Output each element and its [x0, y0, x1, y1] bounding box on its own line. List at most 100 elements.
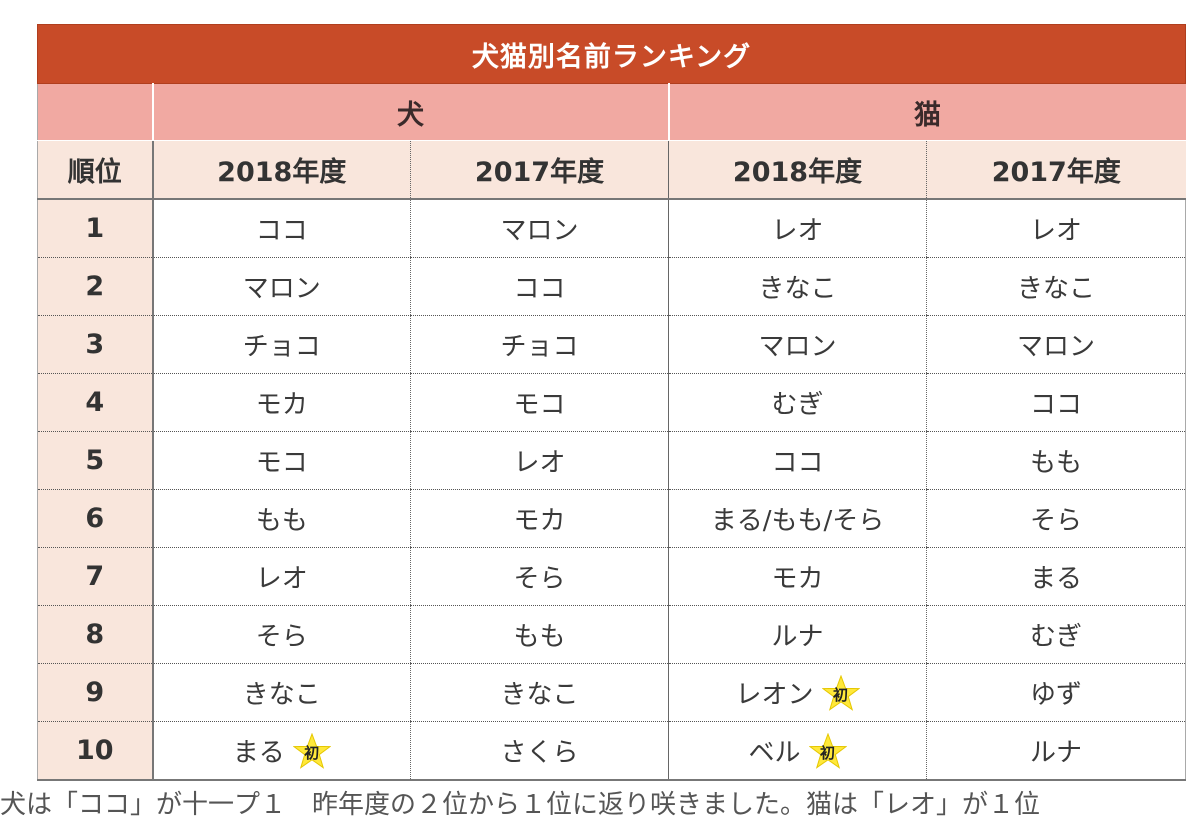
rank-cell: 2: [37, 257, 154, 316]
cat-year-2018-header: 2018年度: [668, 140, 927, 200]
rank-cell: 5: [37, 431, 154, 490]
name-cell-dog-2017: きなこ: [410, 663, 669, 722]
name-cell-cat-2018: マロン: [668, 315, 927, 374]
pet-name: マロン: [242, 274, 321, 304]
name-cell-dog-2018: モコ: [152, 431, 411, 490]
pet-name: モカ: [255, 390, 308, 420]
pet-name: もも: [1030, 448, 1083, 478]
pet-name: ココ: [1030, 390, 1083, 420]
pet-name: ココ: [513, 274, 566, 304]
pet-name: モカ: [513, 506, 566, 536]
name-cell-dog-2017: マロン: [410, 199, 669, 258]
name-cell-dog-2017: ココ: [410, 257, 669, 316]
rank-cell: 10: [37, 721, 154, 781]
pet-name: もも: [513, 622, 566, 652]
rank-cell: 1: [37, 199, 154, 258]
first-time-badge-label: 初: [819, 743, 835, 762]
name-cell-cat-2017: レオ: [925, 199, 1187, 258]
table-row: 10 まる初さくら ベル初ルナ: [37, 721, 1187, 781]
pet-name: ココ: [771, 448, 824, 478]
pet-name: マロン: [1017, 332, 1096, 362]
name-cell-cat-2018: きなこ: [668, 257, 927, 316]
name-cell-dog-2018: きなこ: [152, 663, 411, 722]
pet-name: レオ: [1030, 216, 1083, 246]
name-cell-cat-2018: ルナ: [668, 605, 927, 664]
rank-cell: 7: [37, 547, 154, 606]
name-cell-cat-2017: もも: [925, 431, 1187, 490]
name-cell-cat-2018: ココ: [668, 431, 927, 490]
table-row: 6 もも モカ まる/もも/そら そら: [37, 489, 1187, 548]
pet-name: チョコ: [500, 332, 579, 362]
rank-cell: 9: [37, 663, 154, 722]
pet-name: レオ: [513, 448, 566, 478]
footer-text: 犬は「ココ」が十一プ１ 昨年度の２位から１位に返り咲きました。猫は「レオ」が１位: [0, 790, 1041, 820]
first-time-star-icon: 初: [292, 732, 331, 769]
name-cell-dog-2018: チョコ: [152, 315, 411, 374]
pet-name: モコ: [255, 448, 308, 478]
pet-name: ルナ: [1030, 738, 1083, 768]
name-cell-cat-2017: きなこ: [925, 257, 1187, 316]
pet-name: むぎ: [771, 390, 824, 420]
pet-name: きなこ: [500, 680, 579, 710]
pet-name: そら: [1030, 506, 1083, 536]
name-cell-cat-2017: むぎ: [925, 605, 1187, 664]
pet-name: モカ: [771, 564, 824, 594]
first-time-star-icon: 初: [808, 732, 847, 769]
table-row: 3 チョコ チョコ マロン マロン: [37, 315, 1187, 374]
name-cell-cat-2017: まる: [925, 547, 1187, 606]
pet-name: もも: [255, 506, 308, 536]
dog-year-2017-header: 2017年度: [410, 140, 669, 200]
table-title: 犬猫別名前ランキング: [36, 24, 1187, 84]
pet-name: レオ: [255, 564, 308, 594]
ranking-table: 犬猫別名前ランキング 犬 猫 順位 2018年度 2017年度 2018年度 2…: [36, 24, 1187, 781]
pet-name: レオ: [771, 216, 824, 246]
name-cell-dog-2017: モカ: [410, 489, 669, 548]
name-cell-dog-2018: もも: [152, 489, 411, 548]
pet-name: モコ: [513, 390, 566, 420]
name-cell-dog-2017: もも: [410, 605, 669, 664]
first-time-badge-label: 初: [304, 743, 320, 762]
pet-name: さくら: [500, 738, 579, 768]
rank-cell: 6: [37, 489, 154, 548]
name-cell-dog-2018: ココ: [152, 199, 411, 258]
name-cell-cat-2018: まる/もも/そら: [668, 489, 927, 548]
table-row: 1 ココ マロン レオ レオ: [37, 199, 1187, 258]
name-cell-cat-2018: レオン初: [668, 663, 927, 722]
name-cell-dog-2018: レオ: [152, 547, 411, 606]
pet-name: そら: [255, 622, 308, 652]
name-cell-cat-2018: ベル初: [668, 721, 927, 781]
dog-year-2018-header: 2018年度: [152, 140, 411, 200]
name-cell-cat-2017: ゆず: [925, 663, 1187, 722]
name-cell-dog-2017: さくら: [410, 721, 669, 781]
pet-name: まる/もも/そら: [710, 506, 885, 536]
first-time-badge-label: 初: [832, 685, 848, 704]
pet-name: まる: [1030, 564, 1083, 594]
name-cell-cat-2017: マロン: [925, 315, 1187, 374]
name-cell-dog-2017: レオ: [410, 431, 669, 490]
rank-cell: 3: [37, 315, 154, 374]
table-row: 8 そら もも ルナ むぎ: [37, 605, 1187, 664]
corner-cell: [37, 83, 153, 141]
pet-name: そら: [513, 564, 566, 594]
ranking-body: 1 ココ マロン レオ レオ 2 マロン ココ きなこ きなこ 3 チョコ チョコ マロン マロン 4 モカ モコ…: [37, 199, 1187, 781]
name-cell-dog-2018: そら: [152, 605, 411, 664]
pet-name: ゆず: [1030, 680, 1083, 710]
rank-cell: 8: [37, 605, 154, 664]
name-cell-cat-2017: そら: [925, 489, 1187, 548]
first-time-star-icon: 初: [821, 674, 860, 711]
cat-year-2017-header: 2017年度: [925, 140, 1186, 200]
table-row: 4 モカ モコ むぎ ココ: [37, 373, 1187, 432]
table-row: 2 マロン ココ きなこ きなこ: [37, 257, 1187, 316]
table-row: 7 レオ そら モカ まる: [37, 547, 1187, 606]
name-cell-dog-2018: モカ: [152, 373, 411, 432]
name-cell-dog-2017: チョコ: [410, 315, 669, 374]
name-cell-cat-2018: レオ: [668, 199, 927, 258]
name-cell-cat-2017: ココ: [925, 373, 1187, 432]
pet-name: マロン: [758, 332, 837, 362]
name-cell-cat-2017: ルナ: [925, 721, 1187, 781]
name-cell-cat-2018: むぎ: [668, 373, 927, 432]
pet-name: レオン: [735, 680, 814, 710]
name-cell-cat-2018: モカ: [668, 547, 927, 606]
table-row: 9 きなこ きなこ レオン初 ゆず: [37, 663, 1187, 722]
name-cell-dog-2017: そら: [410, 547, 669, 606]
